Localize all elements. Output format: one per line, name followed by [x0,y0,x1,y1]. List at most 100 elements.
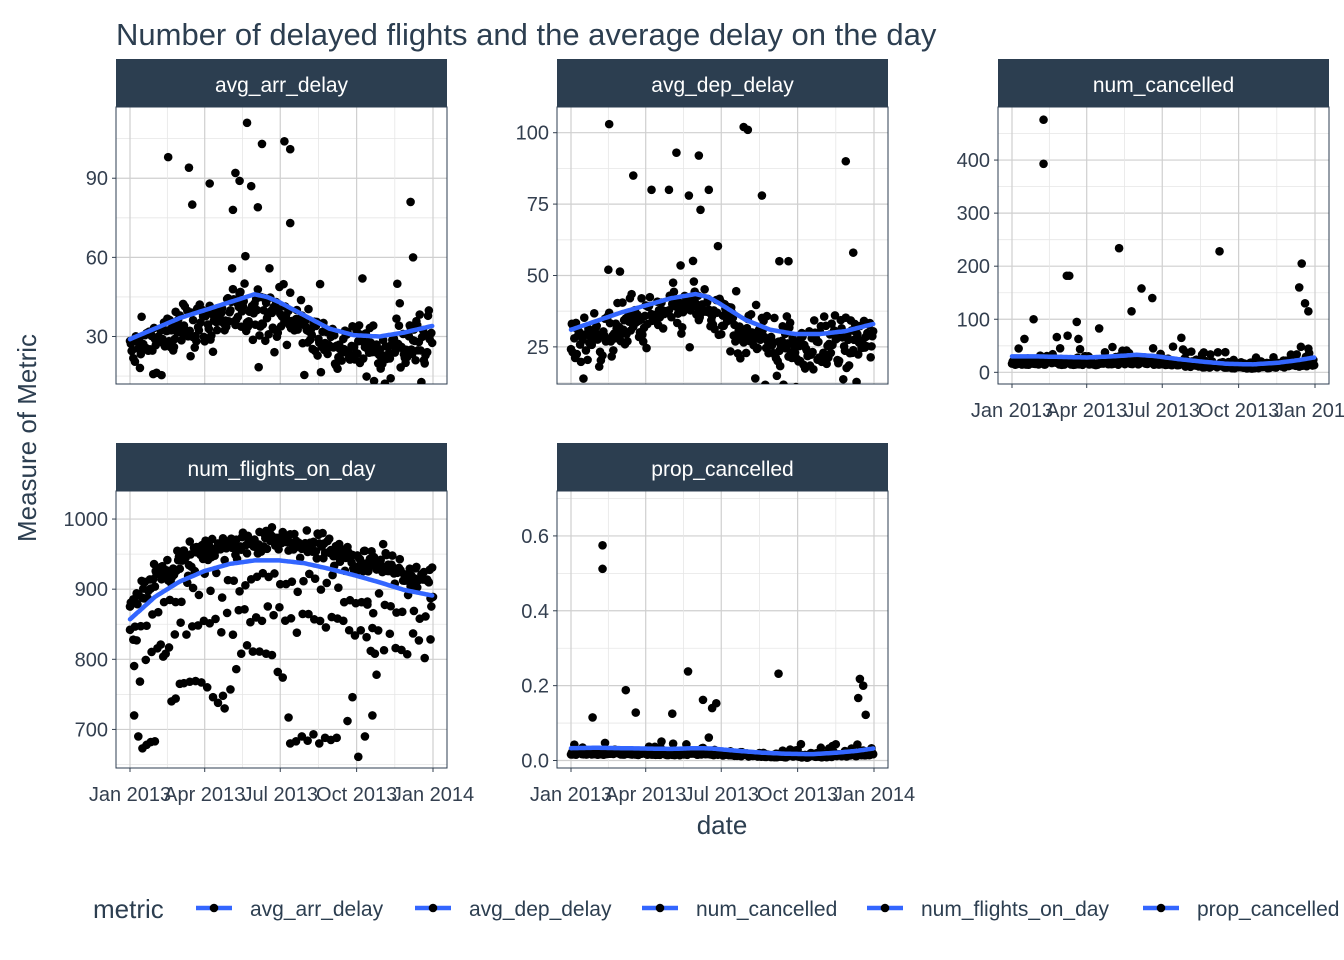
data-point [667,709,677,719]
data-point [424,578,434,587]
data-point [609,346,618,355]
data-point [647,185,656,195]
data-point [328,570,337,580]
legend-label: avg_dep_delay [469,898,612,921]
data-point [321,623,331,632]
data-point [231,168,240,178]
data-point [1094,324,1104,333]
data-point [303,736,312,745]
data-point [315,279,325,289]
data-point [386,374,395,383]
data-point [579,313,589,323]
data-point [750,374,760,383]
panel-grid [557,491,888,768]
panel-data [566,119,878,384]
data-point [350,631,360,640]
data-point [700,284,709,294]
data-point [589,309,599,318]
data-point [638,330,647,339]
data-point [235,176,244,186]
data-point [150,582,160,591]
data-point [1187,347,1196,356]
data-point [369,552,379,562]
data-point [1055,343,1065,353]
y-tick-label: 1000 [64,509,109,531]
data-point [244,317,254,326]
x-tick-label: Jul 2013 [242,784,318,806]
data-point [667,312,676,322]
legend-entry-num_cancelled: num_cancelled [642,898,837,921]
data-point [736,354,745,363]
y-tick-label: 0.0 [521,751,549,773]
data-point [866,353,875,362]
data-point [291,737,301,746]
y-tick-label: 60 [86,247,108,269]
facet-strip [116,443,447,491]
data-point [135,363,145,373]
data-point [1294,283,1304,292]
data-point [831,739,841,749]
data-point [853,693,863,703]
data-point [385,354,395,363]
data-point [229,576,239,585]
data-point [642,343,651,353]
data-point [427,338,437,348]
data-point [208,347,218,357]
facet-strip-label: avg_dep_delay [651,74,794,97]
data-point [583,355,592,365]
data-point [218,691,228,701]
data-point [852,377,861,384]
data-point [688,256,698,266]
data-point [615,267,625,276]
data-point [379,645,389,655]
data-point [263,602,273,611]
data-point [240,604,249,614]
x-tick-label: Oct 2013 [316,784,397,806]
data-point [417,377,426,384]
data-point [664,185,674,195]
data-point [604,265,613,275]
legend-label: num_flights_on_day [921,898,1109,921]
data-point [242,640,252,650]
data-point [853,350,863,359]
data-point [267,650,277,660]
data-point [161,649,170,658]
data-point [827,319,836,328]
legend-point [655,903,665,913]
x-tick-label: Jan 2014 [1274,400,1344,422]
data-point [1297,259,1307,268]
data-point [305,569,314,579]
data-point [285,218,295,228]
data-point [1147,293,1157,303]
data-point [1064,271,1074,281]
data-point [1221,347,1230,357]
data-point [770,313,779,323]
y-tick-label: 90 [86,168,108,190]
data-point [133,599,142,609]
data-point [129,711,139,720]
data-point [176,618,185,627]
data-point [280,136,289,146]
panel-border [556,106,889,385]
data-point [645,292,655,302]
y-tick-label: 25 [527,337,549,359]
data-point [388,551,397,560]
data-point [1114,243,1124,253]
data-point [598,540,607,550]
data-point [412,562,421,572]
data-point [743,125,753,135]
data-point [386,601,395,611]
data-point [412,583,422,592]
panel-data [125,522,438,762]
data-point [265,263,274,273]
data-point [395,554,405,564]
data-point [669,287,679,297]
data-point [826,348,836,358]
data-point [368,711,377,720]
data-point [262,544,272,554]
data-point [282,340,292,350]
data-point [774,669,783,678]
data-point [424,306,434,315]
data-point [278,673,288,682]
data-point [830,311,840,320]
